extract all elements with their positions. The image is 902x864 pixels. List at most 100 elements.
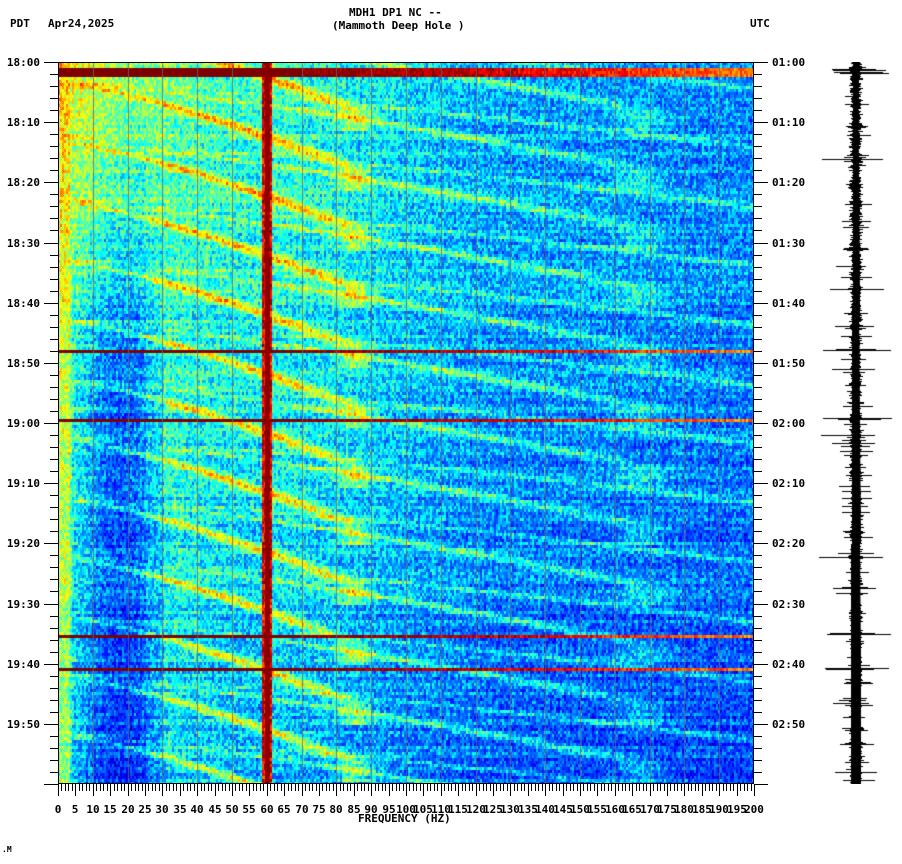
axis-minor-tick <box>754 676 762 677</box>
freq-major-tick <box>319 784 320 796</box>
axis-major-tick <box>44 784 58 785</box>
axis-minor-tick <box>754 134 762 135</box>
freq-major-tick <box>145 784 146 796</box>
freq-minor-tick <box>187 784 188 791</box>
frequency-axis-title: FREQUENCY (HZ) <box>358 812 451 825</box>
freq-minor-tick <box>611 784 612 791</box>
freq-minor-tick <box>176 784 177 791</box>
axis-minor-tick <box>50 255 58 256</box>
axis-minor-tick <box>50 700 58 701</box>
freq-minor-tick <box>312 784 313 791</box>
axis-minor-tick <box>754 98 762 99</box>
time-tick-label: 18:50 <box>6 357 40 370</box>
page-title: MDH1 DP1 NC -- <box>349 6 442 19</box>
axis-minor-tick <box>50 555 58 556</box>
freq-minor-tick <box>208 784 209 791</box>
freq-minor-tick <box>677 784 678 791</box>
freq-minor-tick <box>751 784 752 791</box>
freq-minor-tick <box>204 784 205 791</box>
freq-minor-tick <box>142 784 143 791</box>
freq-minor-tick <box>103 784 104 791</box>
spectrogram-plot[interactable] <box>58 62 754 784</box>
frequency-tick-label: 140 <box>535 803 555 816</box>
axis-minor-tick <box>754 291 762 292</box>
freq-minor-tick <box>455 784 456 791</box>
freq-minor-tick <box>131 784 132 791</box>
freq-minor-tick <box>629 784 630 791</box>
time-tick-label: 19:50 <box>6 718 40 731</box>
freq-minor-tick <box>670 784 671 791</box>
frequency-tick-label: 80 <box>329 803 343 816</box>
freq-minor-tick <box>79 784 80 791</box>
freq-minor-tick <box>260 784 261 791</box>
freq-minor-tick <box>559 784 560 791</box>
freq-minor-tick <box>117 784 118 791</box>
axis-minor-tick <box>754 519 762 520</box>
freq-minor-tick <box>538 784 539 791</box>
axis-minor-tick <box>754 387 762 388</box>
frequency-tick-label: 110 <box>431 803 451 816</box>
axis-minor-tick <box>754 158 762 159</box>
axis-minor-tick <box>754 748 762 749</box>
freq-major-tick <box>93 784 94 796</box>
time-tick-label: 19:10 <box>6 477 40 490</box>
freq-major-tick <box>632 784 633 796</box>
freq-minor-tick <box>416 784 417 791</box>
freq-minor-tick <box>556 784 557 791</box>
time-tick-label: 02:20 <box>772 537 806 550</box>
freq-minor-tick <box>343 784 344 791</box>
axis-major-tick <box>44 182 58 183</box>
freq-minor-tick <box>479 784 480 791</box>
time-tick-label: 18:20 <box>6 176 40 189</box>
freq-major-tick <box>737 784 738 796</box>
freq-major-tick <box>476 784 477 796</box>
axis-minor-tick <box>754 351 762 352</box>
axis-major-tick <box>44 122 58 123</box>
freq-minor-tick <box>577 784 578 791</box>
freq-minor-tick <box>496 784 497 791</box>
freq-major-tick <box>719 784 720 796</box>
timezone-label-left: PDT <box>10 17 30 30</box>
freq-minor-tick <box>364 784 365 791</box>
freq-minor-tick <box>507 784 508 791</box>
freq-major-tick <box>284 784 285 796</box>
freq-minor-tick <box>194 784 195 791</box>
freq-minor-tick <box>448 784 449 791</box>
frequency-tick-label: 95 <box>382 803 396 816</box>
freq-minor-tick <box>716 784 717 791</box>
freq-minor-tick <box>347 784 348 791</box>
freq-minor-tick <box>295 784 296 791</box>
axis-major-tick <box>754 604 768 605</box>
frequency-tick-label: 160 <box>605 803 625 816</box>
axis-major-tick <box>44 604 58 605</box>
axis-major-tick <box>754 363 768 364</box>
freq-minor-tick <box>61 784 62 791</box>
freq-major-tick <box>232 784 233 796</box>
axis-minor-tick <box>50 495 58 496</box>
frequency-tick-label: 10 <box>86 803 100 816</box>
axis-minor-tick <box>50 267 58 268</box>
frequency-tick-label: 15 <box>103 803 117 816</box>
frequency-tick-label: 30 <box>155 803 169 816</box>
freq-minor-tick <box>521 784 522 791</box>
time-tick-label: 18:00 <box>6 56 40 69</box>
freq-major-tick <box>336 784 337 796</box>
freq-minor-tick <box>503 784 504 791</box>
freq-minor-tick <box>535 784 536 791</box>
axis-minor-tick <box>50 206 58 207</box>
freq-minor-tick <box>653 784 654 791</box>
axis-minor-tick <box>50 688 58 689</box>
freq-major-tick <box>563 784 564 796</box>
freq-minor-tick <box>270 784 271 791</box>
seismogram-canvas <box>812 62 898 784</box>
axis-major-tick <box>754 303 768 304</box>
axis-minor-tick <box>754 579 762 580</box>
frequency-tick-label: 20 <box>121 803 135 816</box>
freq-major-tick <box>650 784 651 796</box>
freq-major-tick <box>615 784 616 796</box>
freq-minor-tick <box>646 784 647 791</box>
axis-minor-tick <box>50 98 58 99</box>
freq-minor-tick <box>413 784 414 791</box>
axis-minor-tick <box>50 435 58 436</box>
freq-major-tick <box>162 784 163 796</box>
